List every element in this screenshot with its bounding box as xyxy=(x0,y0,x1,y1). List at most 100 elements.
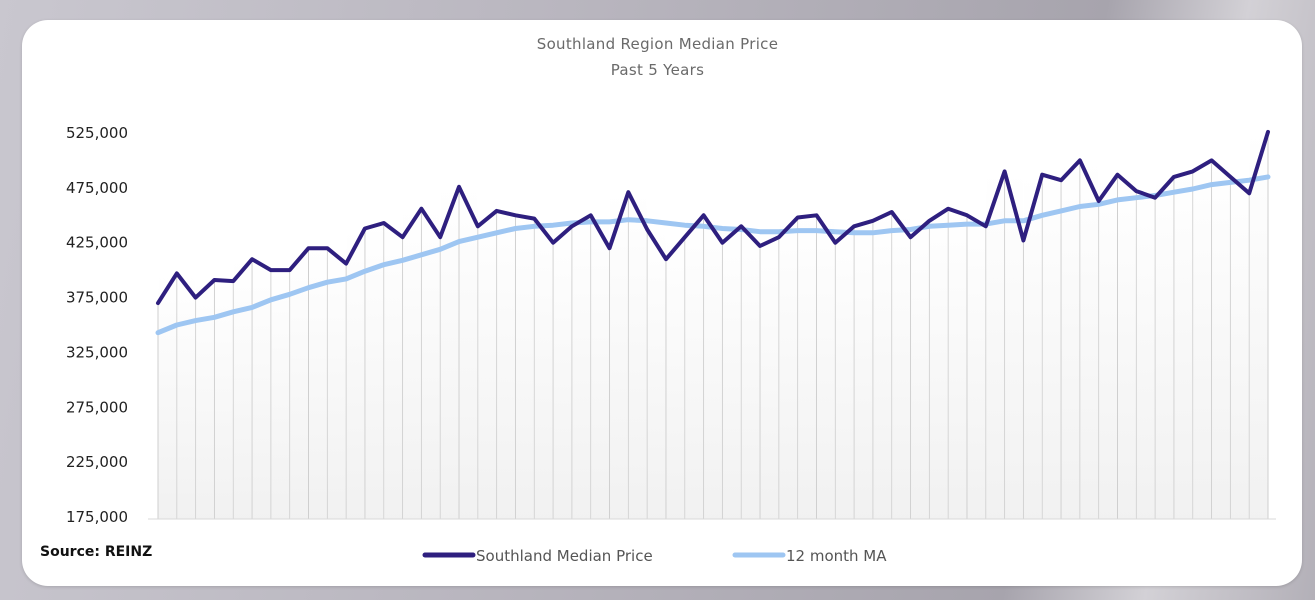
grid-line xyxy=(1004,171,1006,519)
grid-band xyxy=(403,208,421,519)
grid-line xyxy=(1211,160,1213,519)
grid-line xyxy=(157,303,159,519)
grid-band xyxy=(440,186,459,519)
grid-band xyxy=(610,192,628,519)
grid-band xyxy=(911,220,929,519)
grid-line xyxy=(778,237,780,519)
legend-label: 12 month MA xyxy=(786,547,887,565)
grid-line xyxy=(326,248,328,519)
grid-band xyxy=(421,208,440,519)
chart-subtitle: Past 5 Years xyxy=(610,61,705,79)
grid-band xyxy=(1099,174,1117,520)
y-tick-label: 175,000 xyxy=(66,508,128,526)
grid-line xyxy=(1267,131,1269,519)
grid-line xyxy=(270,270,272,519)
grid-line xyxy=(797,217,799,520)
grid-band xyxy=(760,237,779,519)
grid-band xyxy=(327,248,346,519)
grid-band xyxy=(628,192,647,519)
grid-band xyxy=(365,222,384,520)
grid-band xyxy=(1249,131,1268,519)
grid-band xyxy=(647,229,666,519)
grid-band xyxy=(346,228,365,520)
grid-line xyxy=(1173,176,1175,519)
grid-line xyxy=(1079,160,1081,519)
grid-band xyxy=(1193,160,1212,519)
y-axis: 175,000 225,000 275,000 325,000 375,000 425,0… xyxy=(66,124,128,526)
grid-band xyxy=(553,226,572,519)
grid-line xyxy=(1135,191,1137,520)
grid-line xyxy=(477,226,479,519)
grid-band xyxy=(779,217,798,520)
legend-label: Southland Median Price xyxy=(476,547,653,565)
grid-line xyxy=(1098,201,1100,519)
y-tick-label: 425,000 xyxy=(66,234,128,252)
grid-band xyxy=(214,280,233,519)
y-tick-label: 525,000 xyxy=(66,124,128,142)
grid-line xyxy=(966,215,968,520)
grid-band xyxy=(1042,174,1061,520)
grid-band xyxy=(892,211,911,519)
grid-band xyxy=(854,220,873,519)
grid-line xyxy=(703,215,705,520)
grid-line xyxy=(1229,176,1231,519)
grid-line xyxy=(1116,174,1118,520)
grid-line xyxy=(721,242,723,519)
grid-band xyxy=(1005,171,1023,519)
grid-band xyxy=(816,215,835,520)
grid-line xyxy=(496,210,498,519)
grid-line xyxy=(308,248,310,519)
grid-band xyxy=(252,259,271,519)
grid-line xyxy=(402,237,404,519)
grid-line xyxy=(1022,240,1024,519)
grid-band xyxy=(534,218,553,519)
source-note: Source: REINZ xyxy=(40,544,153,560)
grid-band xyxy=(873,211,892,519)
grid-band xyxy=(196,280,214,519)
grid-line xyxy=(1060,180,1062,520)
grid-band xyxy=(233,259,252,519)
grid-line xyxy=(609,248,611,519)
grid-line xyxy=(740,226,742,519)
grid-line xyxy=(533,218,535,519)
grid-band xyxy=(1136,191,1155,520)
grid-line xyxy=(251,259,253,519)
grid-band xyxy=(986,171,1005,519)
grid-line xyxy=(571,226,573,519)
grid-line xyxy=(345,263,347,519)
grid-line xyxy=(910,237,912,519)
grid-line xyxy=(232,281,234,519)
grid-band xyxy=(1023,174,1042,520)
grid-line xyxy=(947,208,949,519)
grid-band xyxy=(1117,174,1136,520)
grid-line xyxy=(834,242,836,519)
grid-band xyxy=(309,248,327,519)
y-tick-label: 275,000 xyxy=(66,398,128,416)
grid-line xyxy=(759,246,761,519)
grid-line xyxy=(1154,197,1156,519)
grid-line xyxy=(646,229,648,519)
grid-line xyxy=(872,220,874,519)
series-line-median-price xyxy=(156,129,1270,306)
grid-line xyxy=(383,222,385,520)
grid-line xyxy=(665,259,667,519)
grid-band xyxy=(948,208,967,519)
grid-band xyxy=(798,215,816,520)
grid-line xyxy=(853,226,855,519)
grid-band xyxy=(497,210,515,519)
grid-band xyxy=(515,215,534,520)
grid-band xyxy=(290,248,309,519)
chart-title: Southland Region Median Price xyxy=(536,35,779,53)
grid-line xyxy=(1248,193,1250,520)
grid-band xyxy=(478,210,497,519)
y-tick-label: 225,000 xyxy=(66,453,128,471)
grid-line xyxy=(928,220,930,519)
grid-band xyxy=(666,237,685,519)
grid-band xyxy=(1174,171,1193,519)
grid-band xyxy=(685,215,704,520)
grid-band xyxy=(1155,176,1174,519)
grid-line xyxy=(1041,174,1043,520)
grid-line xyxy=(552,242,554,519)
grid-band xyxy=(929,208,948,519)
y-tick-label: 375,000 xyxy=(66,289,128,307)
